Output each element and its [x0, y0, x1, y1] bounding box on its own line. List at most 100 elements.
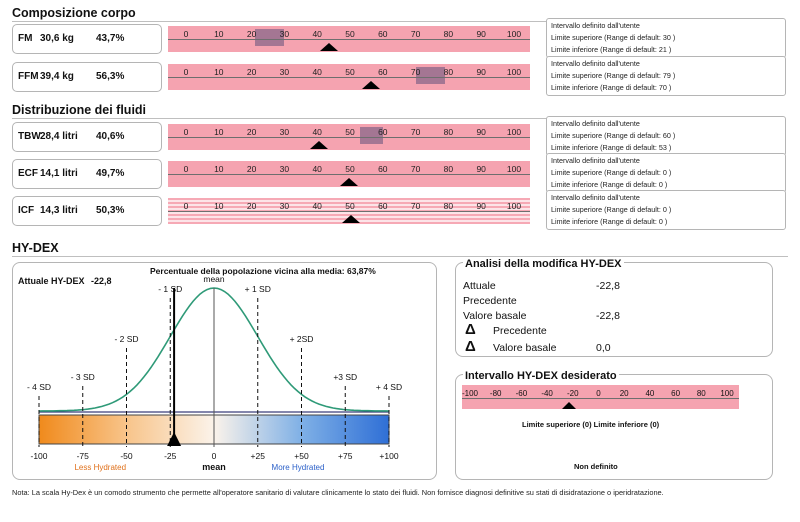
- desiderato-tick-label: 60: [671, 389, 681, 398]
- sd-label: + 4 SD: [376, 382, 402, 392]
- scale-tick-label: 90: [476, 67, 486, 77]
- desiderato-tick-label: -40: [541, 389, 553, 398]
- hydex-marker-triangle-icon: [167, 432, 182, 446]
- desiderato-limits: Limite superiore (0) Limite inferiore (0…: [522, 420, 660, 429]
- hydex-axis-tick: +50: [294, 451, 309, 461]
- sd-label: - 2 SD: [114, 334, 138, 344]
- measure-percent: 43,7%: [96, 33, 125, 44]
- analisi-basale-label: Valore basale: [463, 310, 527, 322]
- scale-tick-label: 20: [246, 127, 257, 137]
- range-info-line: Intervallo definito dall'utente: [551, 119, 640, 128]
- scale-tick-label: 40: [312, 127, 322, 137]
- scale-tick-label: 70: [410, 201, 421, 211]
- measure-label-box: [12, 62, 162, 92]
- hydex-axis-tick: +100: [379, 451, 398, 461]
- section-divider: [12, 256, 788, 257]
- range-info-box: Intervallo definito dall'utente Limite su…: [546, 18, 786, 58]
- desiderato-title: Intervallo HY-DEX desiderato: [463, 370, 619, 382]
- scale-tick-label: 100: [506, 164, 522, 174]
- scale-tick-label: 20: [246, 29, 257, 39]
- range-info-box: Intervallo definito dall'utente Limite su…: [546, 190, 786, 230]
- desiderato-non-definito: Non definito: [574, 462, 618, 471]
- scale-tick-label: 100: [506, 67, 522, 77]
- scale-tick-label: 40: [312, 67, 322, 77]
- range-info-line: Limite superiore (Range di default: 79 ): [551, 71, 676, 80]
- marker-triangle-icon: [361, 81, 380, 89]
- measure-label: ICF 14,3 litri 50,3%: [18, 205, 158, 216]
- scale-tick-label: 80: [443, 201, 454, 211]
- measure-bar-line: [168, 137, 530, 138]
- scale-tick-label: 60: [378, 127, 388, 137]
- scale-tick-label: 70: [410, 29, 421, 39]
- scale-tick-label: 80: [443, 164, 454, 174]
- measure-value: 14,1 litri: [40, 168, 78, 179]
- sd-label: +3 SD: [333, 372, 357, 382]
- less-hydrated-label: Less Hydrated: [74, 463, 126, 472]
- hydex-axis-mean: mean: [202, 462, 226, 472]
- scale-tick-label: 90: [476, 127, 486, 137]
- scale-tick-label: 0: [183, 29, 189, 39]
- desiderato-tick-label: 40: [645, 389, 655, 398]
- desiderato-bar-line: [462, 398, 739, 399]
- analisi-delta-precedente-label: Precedente: [493, 325, 547, 337]
- range-info-line: Limite superiore (Range di default: 30 ): [551, 33, 676, 42]
- measure-bar-line: [168, 77, 530, 78]
- analisi-attuale-label: Attuale: [463, 280, 496, 292]
- range-info-line: Limite superiore (Range di default: 0 ): [551, 205, 672, 214]
- scale-tick-label: 30: [279, 164, 290, 174]
- measure-label: FM 30,6 kg 43,7%: [18, 33, 158, 44]
- scale-tick-label: 50: [345, 164, 355, 174]
- scale-tick-label: 10: [214, 29, 224, 39]
- marker-triangle-icon: [341, 215, 360, 223]
- scale-tick-label: 60: [378, 67, 388, 77]
- hydex-axis-tick: 0: [212, 451, 217, 461]
- sd-label: + 2SD: [290, 334, 314, 344]
- scale-tick-label: 50: [345, 127, 355, 137]
- hydex-current: Attuale HY-DEX -22,8: [18, 276, 112, 286]
- desiderato-tick-label: 20: [619, 389, 629, 398]
- measure-name: FFM: [18, 71, 39, 82]
- measure-label-box: [12, 24, 162, 54]
- range-info-line: Limite superiore (Range di default: 0 ): [551, 168, 672, 177]
- delta-icon: Δ: [465, 338, 476, 355]
- measure-value: 14,3 litri: [40, 205, 78, 216]
- scale-tick-label: 60: [378, 29, 388, 39]
- desiderato-tick-label: -80: [489, 389, 502, 398]
- scale-tick-label: 100: [506, 29, 522, 39]
- measure-label-box: [12, 159, 162, 189]
- desiderato-marker-triangle-icon: [562, 402, 577, 409]
- range-info-line: Limite inferiore (Range di default: 0 ): [551, 217, 668, 226]
- sd-label: - 3 SD: [71, 372, 95, 382]
- scale-tick-label: 10: [214, 201, 224, 211]
- scale-tick-label: 100: [506, 127, 522, 137]
- range-info-line: Intervallo definito dall'utente: [551, 156, 640, 165]
- scale-tick-label: 90: [476, 29, 486, 39]
- hydex-axis-tick: +25: [251, 451, 266, 461]
- measure-name: ICF: [18, 205, 35, 216]
- measure-percent: 40,6%: [96, 131, 125, 142]
- desiderato-tick-label: -60: [515, 389, 528, 398]
- range-info-line: Limite inferiore (Range di default: 53 ): [551, 143, 672, 152]
- measure-name: FM: [18, 33, 33, 44]
- marker-triangle-icon: [340, 178, 359, 186]
- range-info-box: Intervallo definito dall'utente Limite su…: [546, 56, 786, 96]
- range-info-line: Intervallo definito dall'utente: [551, 21, 640, 30]
- scale-tick-label: 80: [443, 127, 454, 137]
- range-info-line: Limite inferiore (Range di default: 21 ): [551, 45, 672, 54]
- section-divider: [12, 21, 547, 22]
- range-info-box: Intervallo definito dall'utente Limite su…: [546, 116, 786, 156]
- scale-tick-label: 30: [279, 201, 290, 211]
- desiderato-tick-label: 100: [720, 389, 734, 398]
- desiderato-tick-label: -100: [461, 389, 479, 398]
- scale-tick-label: 10: [214, 67, 224, 77]
- desiderato-bar: [462, 385, 739, 409]
- scale-tick-label: 90: [476, 201, 486, 211]
- scale-tick-label: 20: [246, 201, 257, 211]
- scale-tick-label: 40: [312, 29, 322, 39]
- scale-tick-label: 50: [345, 67, 355, 77]
- measure-percent: 50,3%: [96, 205, 125, 216]
- footer-note: Nota: La scala Hy-Dex è un comodo strume…: [12, 488, 664, 497]
- scale-tick-label: 0: [183, 67, 189, 77]
- range-info-line: Limite superiore (Range di default: 60 ): [551, 131, 676, 140]
- scale-tick-label: 10: [214, 127, 224, 137]
